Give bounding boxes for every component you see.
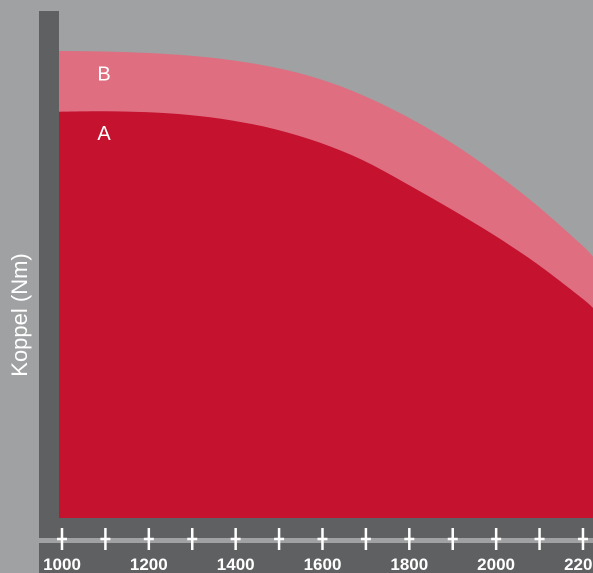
x-tick-2100: [534, 528, 545, 550]
area-layer: [59, 51, 593, 518]
x-tick-label-band: [39, 543, 593, 573]
x-tick-1100: [100, 528, 111, 550]
x-tick-label-2000: 2000: [477, 555, 515, 573]
x-tick-label-layer: 1000 1200 1400 1600 1800 2000 2200: [43, 555, 593, 573]
x-tick-label-1400: 1400: [217, 555, 255, 573]
x-tick-1900: [447, 528, 458, 550]
x-tick-1200: [143, 528, 154, 550]
x-tick-label-1000: 1000: [43, 555, 81, 573]
x-tick-label-1600: 1600: [304, 555, 342, 573]
x-tick-1800: [404, 528, 415, 550]
x-tick-label-1800: 1800: [390, 555, 428, 573]
x-axis-bar: [39, 518, 593, 538]
x-tick-1500: [274, 528, 285, 550]
series-label-layer: BA: [97, 64, 111, 146]
series-area-a: [59, 111, 593, 518]
x-tick-label-1200: 1200: [130, 555, 168, 573]
x-tick-1400: [230, 528, 241, 550]
y-axis-label: Koppel (Nm): [7, 253, 32, 376]
x-tick-label-2200: 2200: [564, 555, 593, 573]
series-label-b: B: [97, 64, 110, 86]
series-label-a: A: [97, 123, 111, 145]
x-tick-1000: [57, 528, 67, 550]
x-tick-1600: [317, 528, 328, 550]
y-axis-bar: [39, 11, 59, 538]
x-tick-1300: [187, 528, 198, 550]
x-tick-1700: [360, 528, 371, 550]
x-tick-2200: [577, 528, 588, 550]
x-tick-2000: [491, 528, 502, 550]
x-tick-layer: [57, 528, 588, 550]
